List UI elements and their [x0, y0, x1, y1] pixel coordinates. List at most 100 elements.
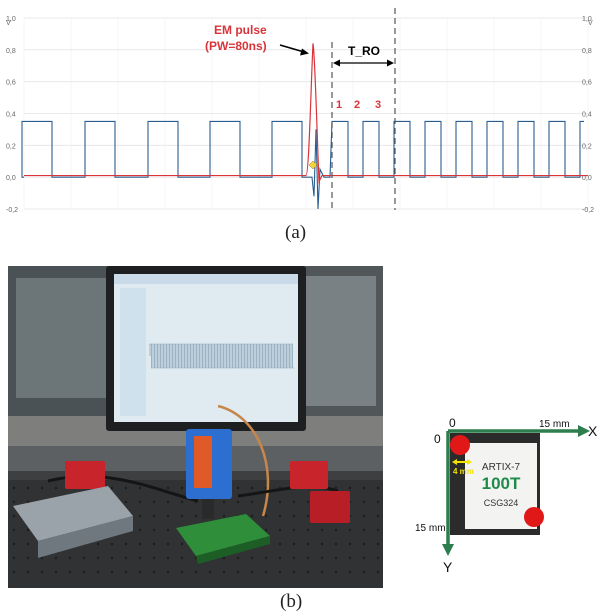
table-hole [362, 514, 366, 518]
table-hole [40, 486, 44, 490]
table-hole [306, 556, 310, 560]
table-hole [54, 486, 58, 490]
y-tick-label: 0,0 [582, 175, 592, 182]
table-hole [166, 500, 170, 504]
t-ro-arrowhead-right [387, 59, 394, 67]
table-hole [26, 556, 30, 560]
table-hole [26, 542, 30, 546]
table-hole [40, 570, 44, 574]
table-hole [138, 528, 142, 532]
em-pulse-label: EM pulse [214, 23, 267, 37]
table-hole [264, 570, 268, 574]
table-hole [166, 486, 170, 490]
table-hole [278, 514, 282, 518]
y-tick-label: 0,8 [6, 48, 16, 55]
table-hole [362, 570, 366, 574]
table-hole [12, 570, 16, 574]
table-hole [264, 528, 268, 532]
table-hole [152, 528, 156, 532]
table-hole [278, 500, 282, 504]
table-hole [180, 570, 184, 574]
table-hole [54, 556, 58, 560]
table-hole [110, 542, 114, 546]
table-hole [96, 570, 100, 574]
table-hole [96, 556, 100, 560]
table-hole [12, 556, 16, 560]
em-pulse-pointer-head [300, 48, 309, 56]
table-hole [306, 570, 310, 574]
table-hole [222, 500, 226, 504]
table-hole [376, 500, 380, 504]
table-hole [348, 528, 352, 532]
figure-b-label: (b) [280, 591, 303, 612]
table-hole [320, 528, 324, 532]
y-extent-label: 15 mm [415, 523, 446, 534]
table-hole [138, 514, 142, 518]
table-hole [376, 528, 380, 532]
table-hole [166, 570, 170, 574]
table-hole [166, 556, 170, 560]
table-hole [152, 500, 156, 504]
y-axis-label: Y [443, 559, 453, 575]
table-hole [138, 570, 142, 574]
table-hole [376, 514, 380, 518]
table-hole [292, 514, 296, 518]
table-hole [334, 570, 338, 574]
table-hole [26, 500, 30, 504]
table-hole [250, 570, 254, 574]
table-hole [152, 570, 156, 574]
table-hole [292, 500, 296, 504]
em-pulse-pointer [279, 44, 305, 53]
chip-family-text: ARTIX-7 [482, 462, 521, 473]
x-axis-label: X [588, 423, 598, 439]
y-tick-label: 0,4 [582, 112, 592, 119]
t-ro-arrowhead-left [333, 59, 340, 67]
table-hole [180, 542, 184, 546]
origin-y-label: 0 [434, 432, 441, 446]
table-hole [152, 514, 156, 518]
probe-spot-start [450, 435, 470, 455]
origin-x-label: 0 [449, 416, 456, 430]
table-hole [222, 570, 226, 574]
table-hole [250, 514, 254, 518]
y-tick-label: 0,2 [582, 143, 592, 150]
y-tick-label: 0,4 [6, 112, 16, 119]
table-hole [194, 570, 198, 574]
y-tick-label: 0,0 [6, 175, 16, 182]
y-tick-label: -0,2 [6, 207, 18, 214]
table-hole [110, 486, 114, 490]
table-hole [376, 556, 380, 560]
table-hole [12, 514, 16, 518]
table-hole [376, 542, 380, 546]
table-hole [236, 500, 240, 504]
table-hole [12, 542, 16, 546]
probe-spot-end [524, 507, 544, 527]
table-hole [222, 556, 226, 560]
y-axis-arrowhead [442, 544, 454, 556]
table-hole [236, 570, 240, 574]
table-hole [110, 570, 114, 574]
table-hole [12, 486, 16, 490]
table-hole [110, 556, 114, 560]
table-hole [40, 556, 44, 560]
table-hole [152, 542, 156, 546]
table-hole [54, 570, 58, 574]
y-tick-label: -0,2 [582, 207, 594, 214]
table-hole [166, 528, 170, 532]
table-hole [124, 542, 128, 546]
step-label: 4 mm [453, 467, 474, 476]
table-hole [348, 542, 352, 546]
table-hole [334, 556, 338, 560]
table-hole [180, 486, 184, 490]
table-hole [320, 556, 324, 560]
count-3: 3 [375, 99, 381, 111]
table-hole [292, 570, 296, 574]
em-pulse-trace [24, 43, 588, 184]
table-hole [264, 556, 268, 560]
table-hole [264, 514, 268, 518]
table-hole [306, 528, 310, 532]
table-hole [166, 514, 170, 518]
table-hole [278, 528, 282, 532]
chip-density-text: 100T [482, 474, 521, 493]
table-hole [306, 542, 310, 546]
